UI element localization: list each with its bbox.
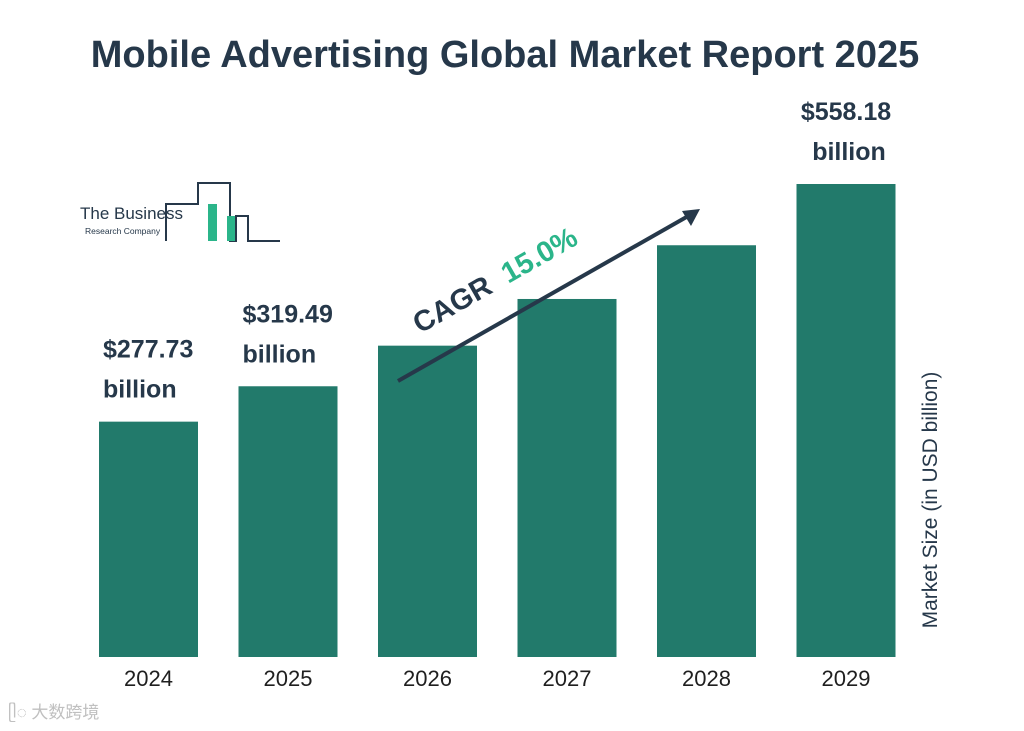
cagr-arrowhead-icon <box>682 209 700 226</box>
bar-2027 <box>517 298 617 657</box>
cagr-value: 15.0% <box>496 221 583 290</box>
logo-graphic-icon <box>165 182 280 242</box>
x-tick-label: 2027 <box>543 666 592 691</box>
x-tick-label: 2024 <box>124 666 173 691</box>
data-label: $277.73 <box>103 336 193 364</box>
chart-title: Mobile Advertising Global Market Report … <box>90 34 920 76</box>
data-label: $558.18 <box>801 98 891 126</box>
x-tick-label: 2029 <box>822 666 871 691</box>
bar-2026 <box>378 345 477 657</box>
company-logo: The Business Research Company <box>78 180 283 244</box>
watermark-logo-icon: ᥫ◌ <box>8 703 27 722</box>
data-label: $319.49 <box>243 300 333 328</box>
cagr-label: CAGR <box>408 270 498 340</box>
bar-2025 <box>238 386 338 657</box>
cagr-arrow-line <box>397 213 691 383</box>
bar-2024 <box>99 421 198 657</box>
bar-2029 <box>796 184 896 657</box>
data-label: billion <box>812 138 886 166</box>
y-axis-label: Market Size (in USD billion) <box>919 371 942 629</box>
data-label: billion <box>243 340 317 368</box>
watermark: ᥫ◌ 大数跨境 <box>8 698 99 723</box>
x-tick-label: 2028 <box>682 666 731 691</box>
x-tick-label: 2025 <box>264 666 313 691</box>
data-label: billion <box>103 376 177 404</box>
bar-2028 <box>657 245 756 657</box>
logo-subtitle: Research Company <box>85 226 161 236</box>
watermark-text: 大数跨境 <box>31 703 100 722</box>
logo-name: The Business <box>80 204 183 223</box>
x-tick-label: 2026 <box>403 666 452 691</box>
